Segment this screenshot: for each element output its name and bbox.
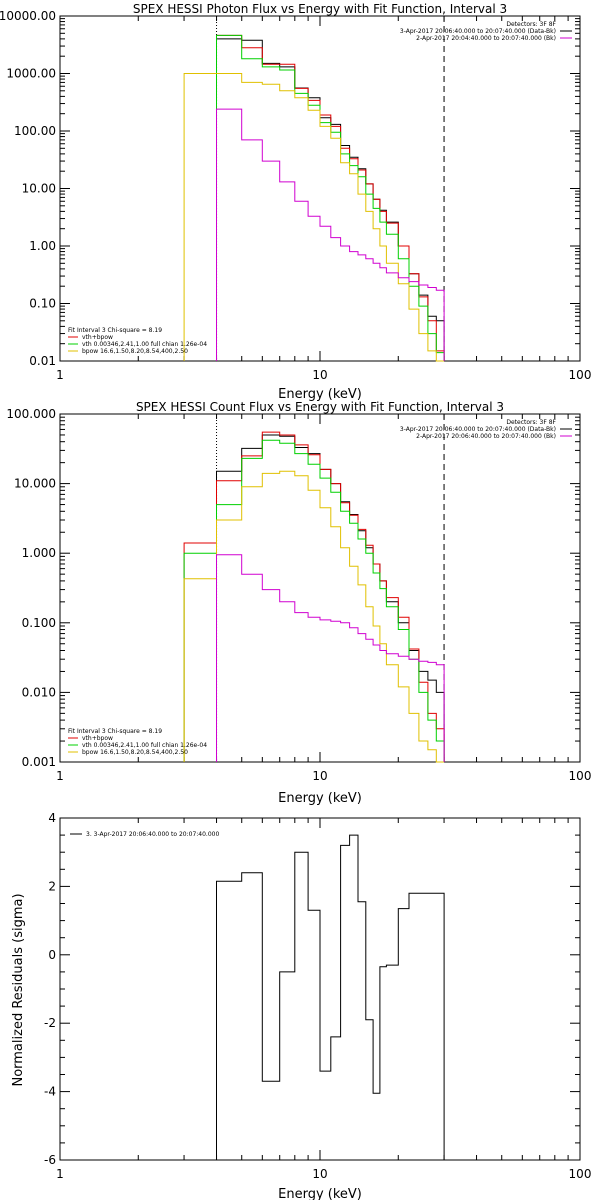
residuals-ytick-label: 4 <box>48 811 56 825</box>
residuals-xtick-label: 100 <box>569 1167 592 1181</box>
photon-flux-xtick-label: 1 <box>56 368 64 382</box>
count-flux-ytick-label: 100.000 <box>6 407 56 421</box>
count-flux-legend-entry: bpow 16.6,1.50,8.20,8.54,400,2.50 <box>82 749 188 756</box>
photon-flux-xtick-label: 10 <box>312 368 327 382</box>
residuals-panel: 1 10 100 -6 -4 -2 0 2 4 3. 3-Apr-2017 20:06:40.0… <box>11 811 591 1200</box>
residuals-xtick-label: 10 <box>312 1167 327 1181</box>
photon-flux-series-line <box>216 34 445 361</box>
count-flux-legend-entry: 3-Apr-2017 20:06:40.000 to 20:07:40.000 … <box>400 426 556 433</box>
count-flux-ytick-label: 1.000 <box>22 546 56 560</box>
photon-flux-legend-entry: Fit Interval 3 Chi-square = 8.19 <box>68 327 162 334</box>
photon-flux-title: SPEX HESSI Photon Flux vs Energy with Fi… <box>133 2 507 16</box>
count-flux-legend: Detectors: 3F 8F3-Apr-2017 20:06:40.000 … <box>68 419 572 756</box>
photon-flux-axes: 1 10 100 0.01 0.10 1.00 10.00 100.00 1000.00 1000… <box>0 9 591 382</box>
residuals-ytick-label: -6 <box>44 1153 56 1167</box>
count-flux-xtick-label: 10 <box>312 769 327 783</box>
count-flux-legend-entry: vth+bpow <box>82 735 113 742</box>
count-flux-legend-entry: Fit Interval 3 Chi-square = 8.19 <box>68 728 162 735</box>
photon-flux-ytick-label: 10.00 <box>22 182 56 196</box>
photon-flux-legend-entry: vth+bpow <box>82 334 113 341</box>
photon-flux-ytick-label: 0.01 <box>29 354 56 368</box>
count-flux-series <box>183 414 445 763</box>
count-flux-axes: 1 10 100 0.001 0.010 0.100 1.000 10.000 100.000 <box>6 407 591 783</box>
count-flux-xtick-label: 100 <box>569 769 592 783</box>
count-flux-ytick-label: 0.100 <box>22 616 56 630</box>
photon-flux-legend-entry: 2-Apr-2017 20:04:40.000 to 20:07:40.000 … <box>416 35 556 42</box>
residuals-ytick-label: -2 <box>44 1016 56 1030</box>
residuals-ytick-label: 0 <box>48 948 56 962</box>
count-flux-xtick-label: 1 <box>56 769 64 783</box>
photon-flux-legend-entry: Detectors: 3F 8F <box>506 21 556 28</box>
count-flux-xlabel: Energy (keV) <box>278 791 362 806</box>
residuals-series <box>216 834 445 1160</box>
count-flux-ytick-label: 0.001 <box>22 755 56 769</box>
count-flux-series-line <box>183 439 445 762</box>
count-flux-legend-entry: 2-Apr-2017 20:06:40.000 to 20:07:40.000 … <box>416 433 556 440</box>
residuals-xlabel: Energy (keV) <box>278 1187 362 1200</box>
photon-flux-frame <box>59 15 581 362</box>
residuals-series-line <box>216 834 445 1160</box>
residuals-legend: 3. 3-Apr-2017 20:06:40.000 to 20:07:40.0… <box>70 831 219 838</box>
photon-flux-ytick-label: 10000.00 <box>0 9 56 23</box>
residuals-legend-entry: 3. 3-Apr-2017 20:06:40.000 to 20:07:40.0… <box>86 831 219 838</box>
count-flux-panel: SPEX HESSI Count Flux vs Energy with Fit… <box>6 400 591 806</box>
photon-flux-ytick-label: 1000.00 <box>6 67 56 81</box>
count-flux-legend-entry: Detectors: 3F 8F <box>506 419 556 426</box>
count-flux-ytick-label: 0.010 <box>22 685 56 699</box>
photon-flux-legend: Detectors: 3F 8F3-Apr-2017 20:06:40.000 … <box>68 21 572 355</box>
photon-flux-legend-entry: 3-Apr-2017 20:06:40.000 to 20:07:40.000 … <box>400 28 556 35</box>
photon-flux-ytick-label: 100.00 <box>14 124 56 138</box>
photon-flux-series-line <box>216 34 445 361</box>
photon-flux-series-line <box>216 38 445 361</box>
photon-flux-series-line <box>216 108 445 361</box>
photon-flux-legend-entry: bpow 16.6,1.50,8.20,8.54,400,2.50 <box>82 348 188 355</box>
photon-flux-panel: SPEX HESSI Photon Flux vs Energy with Fi… <box>0 2 591 402</box>
count-flux-legend-entry: vth 0.00346,2.41,1.00 full chian 1.26e-0… <box>82 742 207 749</box>
photon-flux-ytick-label: 1.00 <box>29 239 56 253</box>
residuals-axes: 1 10 100 -6 -4 -2 0 2 4 <box>44 811 591 1181</box>
photon-flux-ytick-label: 0.10 <box>29 297 56 311</box>
residuals-xtick-label: 1 <box>56 1167 64 1181</box>
count-flux-series-line <box>216 554 445 762</box>
count-flux-ytick-label: 10.000 <box>14 477 56 491</box>
residuals-ytick-label: -4 <box>44 1085 56 1099</box>
residuals-ylabel: Normalized Residuals (sigma) <box>11 893 26 1086</box>
photon-flux-xlabel: Energy (keV) <box>278 387 362 402</box>
photon-flux-series <box>183 16 445 362</box>
residuals-ytick-label: 2 <box>48 879 56 893</box>
photon-flux-xtick-label: 100 <box>569 368 592 382</box>
count-flux-series-line <box>183 470 445 763</box>
count-flux-series-line <box>183 431 445 762</box>
photon-flux-legend-entry: vth 0.00346,2.41,1.00 full chian 1.26e-0… <box>82 341 207 348</box>
photon-flux-series-line <box>183 73 445 362</box>
count-flux-title: SPEX HESSI Count Flux vs Energy with Fit… <box>136 400 504 414</box>
